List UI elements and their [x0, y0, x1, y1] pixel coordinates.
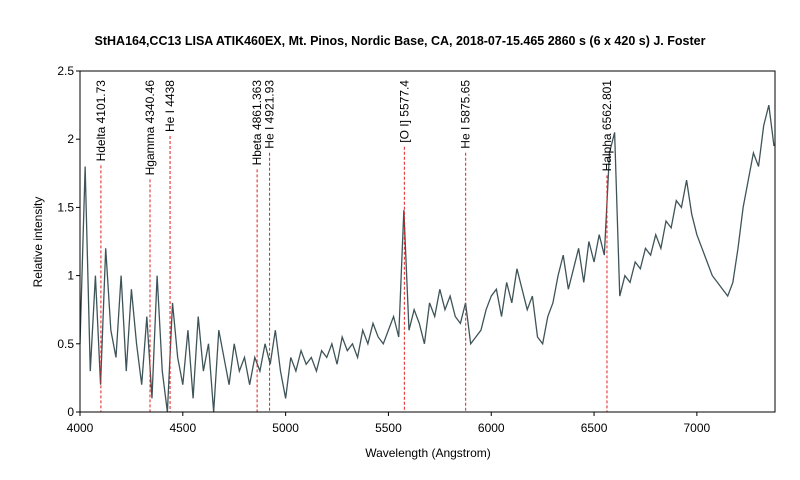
- x-tick-label: 4500: [169, 421, 196, 435]
- y-tick-label: 1: [67, 269, 74, 283]
- annotation-label: Hbeta 4861.363: [250, 80, 264, 166]
- y-tick-label: 0.5: [57, 337, 74, 351]
- annotation-label: Hgamma 4340.46: [143, 80, 157, 176]
- x-tick-label: 6000: [478, 421, 505, 435]
- annotation-label: Halpha 6562.801: [600, 80, 614, 172]
- x-axis-label: Wavelength (Angstrom): [365, 446, 491, 460]
- y-axis-label: Relative intensity: [31, 197, 45, 288]
- plot-frame: [79, 70, 776, 413]
- x-tick-label: 5500: [375, 421, 402, 435]
- annotation-label: He I 4921.93: [263, 80, 277, 149]
- x-tick-label: 4000: [67, 421, 94, 435]
- y-tick-label: 2.5: [57, 64, 74, 78]
- annotation-label: He I 4438: [163, 80, 177, 132]
- annotation-label: He I 5875.65: [459, 80, 473, 149]
- x-tick-label: 7000: [684, 421, 711, 435]
- y-tick-label: 0: [67, 405, 74, 419]
- spectrum-line: [80, 104, 775, 412]
- x-tick-label: 6500: [581, 421, 608, 435]
- y-tick-label: 1.5: [57, 200, 74, 214]
- x-tick-label: 5000: [272, 421, 299, 435]
- annotation-label: Hdelta 4101.73: [94, 80, 108, 162]
- y-tick-label: 2: [67, 132, 74, 146]
- chart-title: StHA164,CC13 LISA ATIK460EX, Mt. Pinos, …: [95, 34, 706, 48]
- annotation-label: [O I] 5577.4: [397, 80, 411, 143]
